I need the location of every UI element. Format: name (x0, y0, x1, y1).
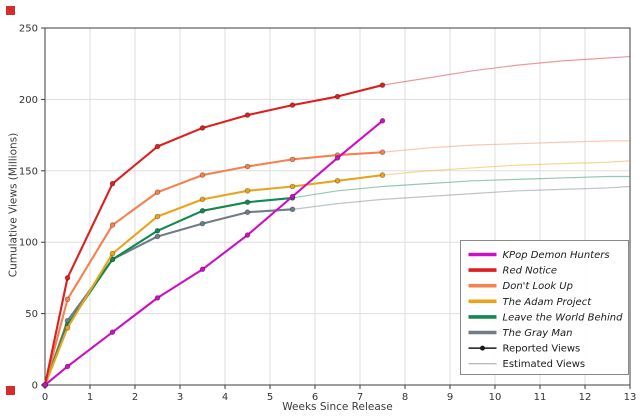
series-marker (199, 266, 206, 273)
legend-label: Estimated Views (503, 359, 586, 370)
x-tick-label: 12 (579, 392, 592, 403)
corner-marker-top-left (6, 6, 15, 15)
x-tick-label: 1 (87, 392, 93, 403)
series-marker (64, 275, 71, 281)
series-marker (379, 172, 386, 178)
series-marker (244, 163, 251, 170)
corner-marker-bottom-left (6, 386, 15, 395)
series-marker (42, 382, 48, 388)
x-tick-label: 7 (357, 392, 363, 403)
series-marker (199, 207, 206, 214)
series-marker (289, 156, 296, 163)
series-marker (379, 149, 386, 156)
series-marker (109, 222, 116, 228)
series-marker (379, 118, 386, 124)
series-marker (64, 296, 71, 303)
series-marker (289, 193, 296, 200)
x-tick-label: 6 (312, 392, 318, 403)
x-tick-label: 3 (177, 392, 183, 403)
series-estimated-line (292, 175, 630, 199)
legend-swatch-marker (480, 345, 485, 351)
series-marker (64, 325, 71, 331)
legend-label: Reported Views (503, 344, 581, 355)
series-marker (244, 232, 251, 238)
legend-label: The Gray Man (503, 328, 573, 339)
series-marker (334, 177, 341, 184)
series-marker (244, 112, 251, 118)
x-tick-label: 2 (132, 392, 138, 403)
x-tick-label: 4 (222, 392, 228, 403)
x-tick-label: 10 (489, 392, 502, 403)
x-tick-label: 0 (42, 392, 48, 403)
y-tick-label: 0 (32, 381, 38, 392)
y-tick-label: 150 (19, 166, 38, 177)
y-tick-label: 200 (19, 95, 38, 106)
series-reported-line (43, 151, 384, 387)
x-tick-label: 8 (402, 392, 408, 403)
series-estimated-line (382, 55, 631, 86)
series-marker (334, 155, 341, 161)
series-marker (109, 329, 116, 335)
series-reported-line (43, 208, 294, 387)
plot-frame (44, 27, 631, 386)
legend-label: The Adam Project (503, 297, 593, 308)
series-marker (199, 196, 206, 203)
y-tick-label: 50 (25, 309, 38, 320)
y-tick-label: 100 (19, 238, 38, 249)
series-marker (154, 233, 161, 240)
series-marker (244, 199, 251, 206)
x-tick-label: 5 (267, 392, 273, 403)
series-marker (109, 180, 116, 187)
legend-label: Leave the World Behind (503, 312, 624, 323)
x-tick-label: 13 (624, 392, 637, 403)
series-marker (289, 206, 296, 213)
series-reported-line (43, 174, 384, 387)
series-marker (334, 93, 341, 100)
series-marker (154, 227, 161, 234)
series-marker (199, 125, 206, 131)
series-marker (289, 183, 296, 190)
series-marker (154, 143, 161, 150)
legend-label: KPop Demon Hunters (503, 250, 610, 261)
series-marker (109, 250, 116, 257)
series-estimated-line (382, 160, 631, 176)
legend-box (460, 240, 629, 375)
series-estimated-line (292, 185, 631, 210)
y-axis-label: Cumulative Views (Millions) (7, 132, 20, 278)
series-marker (64, 363, 71, 370)
series-marker (199, 172, 206, 178)
x-tick-label: 11 (534, 392, 547, 403)
series-marker (154, 189, 161, 196)
series-marker (289, 102, 296, 108)
series-marker (244, 187, 251, 194)
series-marker (199, 220, 206, 227)
series-marker (154, 295, 161, 301)
series-reported-line (43, 84, 384, 387)
series-marker (379, 82, 386, 88)
series-marker (154, 213, 161, 220)
x-axis-label: Weeks Since Release (282, 401, 393, 413)
series-estimated-line (382, 140, 630, 153)
series-marker (244, 209, 251, 216)
legend-label: Don't Look Up (503, 281, 573, 292)
y-tick-label: 250 (19, 24, 38, 35)
x-tick-label: 9 (447, 392, 453, 403)
legend-label: Red Notice (503, 266, 558, 277)
